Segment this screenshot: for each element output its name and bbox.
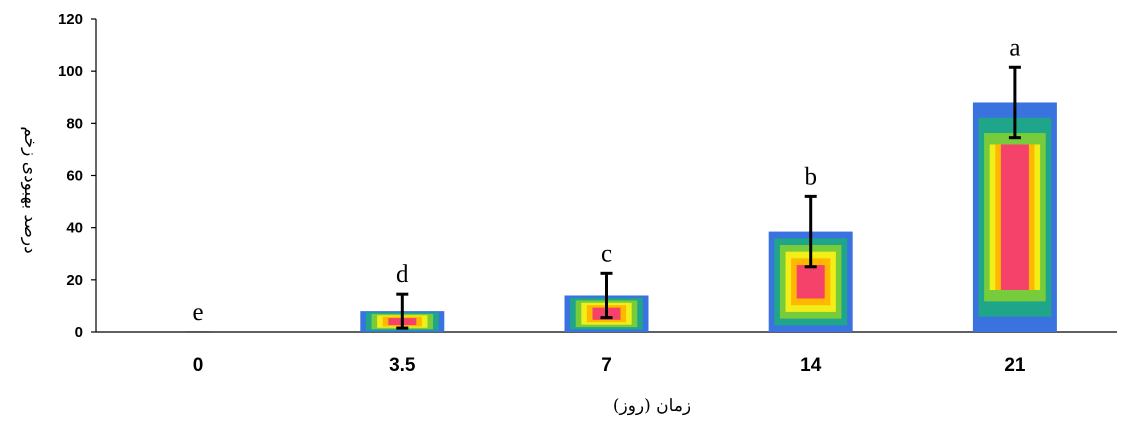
significance-letter: e: [193, 299, 204, 326]
error-bar: [600, 271, 613, 320]
y-axis: 0 20 40 60 80 100 120: [58, 11, 97, 341]
bar-ring: [1000, 144, 1029, 290]
significance-letter: a: [1009, 34, 1020, 61]
bar-ring: [796, 265, 825, 299]
significance-letter: b: [804, 163, 817, 190]
error-bar: [804, 194, 817, 269]
x-tick-label: 21: [1004, 355, 1026, 376]
x-tick-label: 14: [800, 355, 822, 376]
significance-letter: c: [601, 240, 612, 267]
significance-letter: d: [396, 261, 409, 288]
significance-labels: e d c b a: [193, 34, 1021, 326]
bars: [186, 102, 1057, 332]
y-tick-label: 40: [66, 220, 83, 237]
y-tick-label: 20: [66, 272, 83, 289]
y-axis-title: درصد بهبودی زخم: [20, 126, 40, 253]
x-tick-label: 7: [601, 355, 612, 376]
y-tick-label: 80: [66, 115, 83, 132]
y-tick-label: 60: [66, 168, 83, 185]
y-tick-label: 100: [58, 63, 83, 80]
error-bar: [1008, 65, 1021, 140]
x-tick-label: 3.5: [389, 355, 416, 376]
error-bar: [396, 292, 409, 330]
x-axis-title: زمان (روز): [613, 396, 691, 416]
x-axis: 0 3.5 7 14 21: [96, 331, 1117, 376]
x-tick-label: 0: [193, 355, 204, 376]
y-tick-label: 0: [75, 324, 83, 341]
y-tick-label: 120: [58, 11, 83, 28]
bar: [972, 102, 1057, 332]
error-bars: [396, 65, 1021, 330]
